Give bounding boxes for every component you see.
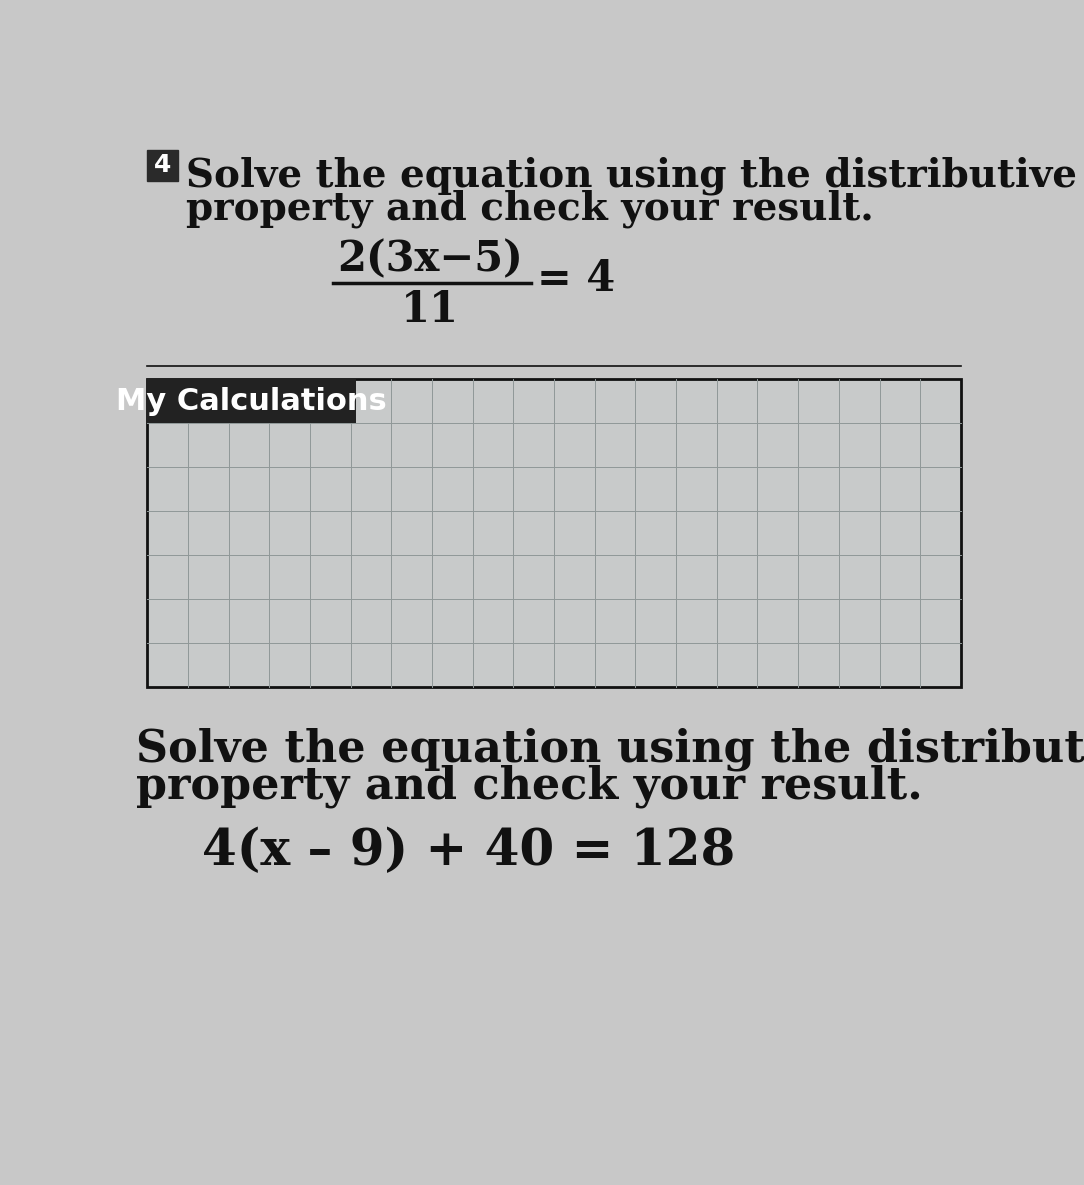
Text: Solve the equation using the distributive: Solve the equation using the distributiv… [185, 156, 1076, 194]
Bar [147, 149, 178, 180]
Text: My Calculations: My Calculations [116, 386, 387, 416]
Text: property and check your result.: property and check your result. [185, 190, 874, 229]
Text: 4: 4 [154, 153, 171, 178]
Text: 11: 11 [401, 288, 459, 331]
Bar [147, 379, 357, 423]
Text: property and check your result.: property and check your result. [136, 764, 922, 808]
Text: 2(3x−5): 2(3x−5) [337, 238, 522, 281]
Text: 4(x – 9) + 40 = 128: 4(x – 9) + 40 = 128 [202, 827, 735, 877]
Text: Solve the equation using the distributive: Solve the equation using the distributiv… [136, 728, 1084, 771]
Bar [147, 379, 960, 687]
Text: = 4: = 4 [537, 258, 616, 300]
